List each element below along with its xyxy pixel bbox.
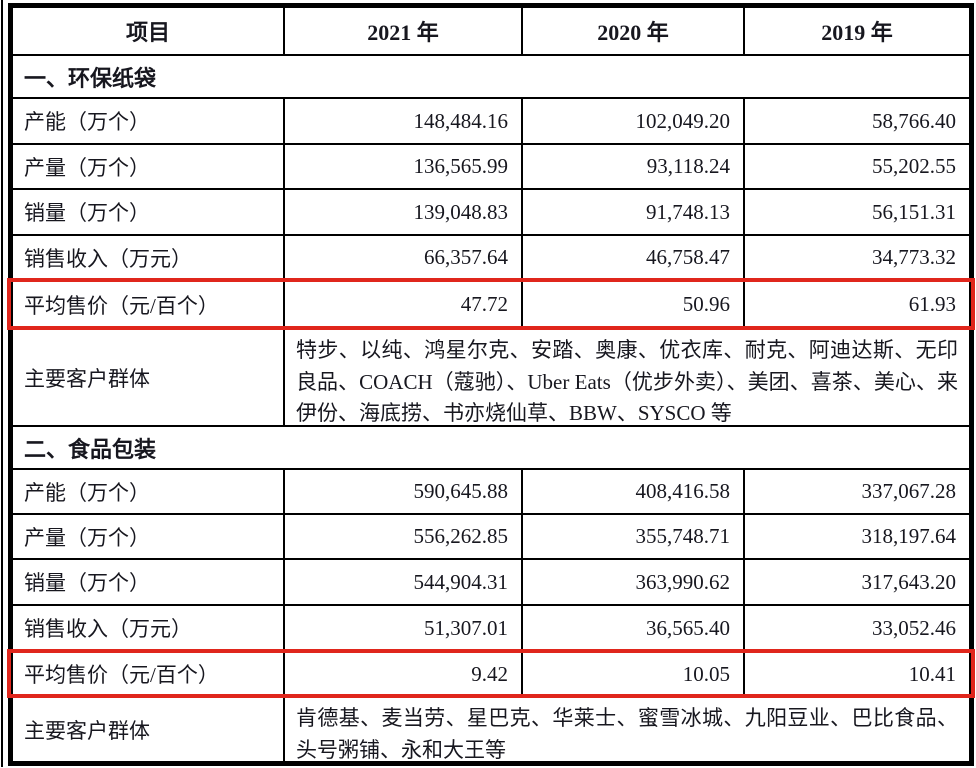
section-row-food-packaging: 二、食品包装 (13, 427, 969, 470)
outer-left-rule (1, 0, 3, 767)
value-2019: 34,773.32 (872, 245, 956, 269)
row-label: 销量（万个） (13, 560, 285, 604)
table-header-row: 项目 2021 年 2020 年 2019 年 (13, 8, 969, 56)
value-2019: 317,643.20 (861, 569, 957, 594)
table-row-average-price-1-highlighted: 平均售价（元/百个） 47.72 50.96 61.93 (7, 278, 975, 330)
column-header-2020: 2020 年 (523, 8, 745, 54)
customers-text: 肯德基、麦当劳、星巴克、华莱士、蜜雪冰城、九阳豆业、巴比食品、头号粥铺、永和大王… (296, 706, 958, 762)
value-2021: 47.72 (285, 281, 523, 328)
value-2019: 33,052.46 (872, 615, 956, 640)
section-title: 二、食品包装 (24, 436, 157, 462)
value-2019: 10.41 (908, 661, 956, 686)
value-2020: 93,118.24 (523, 145, 745, 188)
value-2021: 556,262.85 (285, 515, 523, 558)
value-2020: 36,565.40 (523, 606, 745, 650)
value-2021: 139,048.83 (285, 190, 523, 234)
row-label: 主要客户群体 (13, 698, 285, 762)
table-row-sales-volume-1: 销量（万个） 139,048.83 91,748.13 56,151.31 (13, 190, 969, 236)
row-label: 平均售价（元/百个） (13, 652, 285, 696)
table-row-average-price-2-highlighted: 平均售价（元/百个） 9.42 10.05 10.41 (7, 649, 975, 698)
table-row-sales-volume-2: 销量（万个） 544,904.31 363,990.62 317,643.20 (13, 560, 969, 606)
value-2020: 50.96 (523, 281, 745, 328)
section-title: 一、环保纸袋 (24, 65, 157, 91)
value-2020: 46,758.47 (523, 236, 745, 279)
table-row-main-customers-2: 主要客户群体 肯德基、麦当劳、星巴克、华莱士、蜜雪冰城、九阳豆业、巴比食品、头号… (13, 698, 969, 762)
row-label: 主要客户群体 (13, 330, 285, 425)
row-label: 产量（万个） (13, 515, 285, 558)
column-header-2019: 2019 年 (821, 20, 893, 45)
row-label: 销量（万个） (13, 190, 285, 234)
value-2020: 102,049.20 (523, 99, 745, 143)
value-2021: 136,565.99 (285, 145, 523, 188)
table-row-main-customers-1: 主要客户群体 特步、以纯、鸿星尔克、安踏、奥康、优衣库、耐克、阿迪达斯、无印良品… (13, 330, 969, 427)
table-row-capacity-1: 产能（万个） 148,484.16 102,049.20 58,766.40 (13, 99, 969, 145)
value-2021: 51,307.01 (285, 606, 523, 650)
value-2021: 66,357.64 (285, 236, 523, 279)
value-2021: 590,645.88 (285, 470, 523, 513)
value-2020: 91,748.13 (523, 190, 745, 234)
value-2021: 148,484.16 (285, 99, 523, 143)
value-2019: 56,151.31 (872, 199, 956, 224)
row-label: 销售收入（万元） (13, 236, 285, 279)
table-row-output-2: 产量（万个） 556,262.85 355,748.71 318,197.64 (13, 515, 969, 560)
table-row-output-1: 产量（万个） 136,565.99 93,118.24 55,202.55 (13, 145, 969, 190)
row-label: 产量（万个） (13, 145, 285, 188)
table-row-sales-revenue-1: 销售收入（万元） 66,357.64 46,758.47 34,773.32 (13, 236, 969, 281)
customers-text: 特步、以纯、鸿星尔克、安踏、奥康、优衣库、耐克、阿迪达斯、无印良品、COACH（… (296, 338, 958, 425)
column-header-2021: 2021 年 (285, 8, 523, 54)
value-2021: 9.42 (285, 652, 523, 696)
row-label: 产能（万个） (13, 470, 285, 513)
production-sales-table: 项目 2021 年 2020 年 2019 年 一、环保纸袋 产能（万个） 14… (7, 3, 975, 766)
row-label: 产能（万个） (13, 99, 285, 143)
value-2020: 10.05 (523, 652, 745, 696)
value-2021: 544,904.31 (285, 560, 523, 604)
value-2020: 408,416.58 (523, 470, 745, 513)
value-2020: 363,990.62 (523, 560, 745, 604)
row-label: 平均售价（元/百个） (13, 281, 285, 328)
value-2019: 318,197.64 (861, 524, 957, 548)
table-row-capacity-2: 产能（万个） 590,645.88 408,416.58 337,067.28 (13, 470, 969, 515)
value-2019: 337,067.28 (861, 479, 957, 503)
section-row-paper-bags: 一、环保纸袋 (13, 56, 969, 99)
column-header-item: 项目 (13, 8, 285, 54)
value-2019: 61.93 (908, 292, 956, 316)
table-row-sales-revenue-2: 销售收入（万元） 51,307.01 36,565.40 33,052.46 (13, 606, 969, 652)
value-2020: 355,748.71 (523, 515, 745, 558)
row-label: 销售收入（万元） (13, 606, 285, 650)
value-2019: 55,202.55 (872, 154, 956, 178)
value-2019: 58,766.40 (872, 108, 956, 133)
